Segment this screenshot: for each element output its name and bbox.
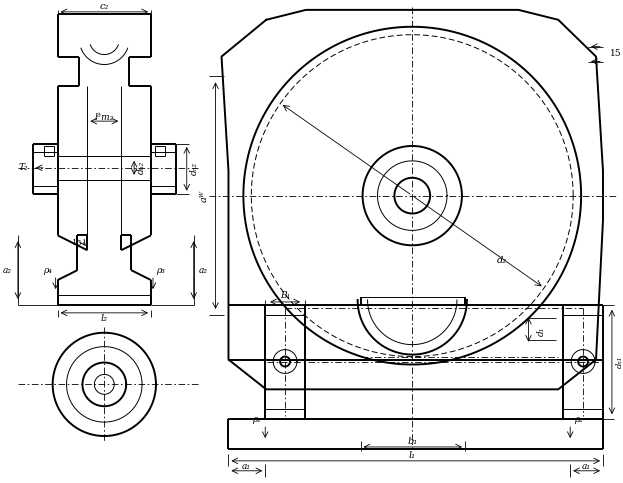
Text: a₂: a₂ [199,266,207,275]
Text: ρ₁: ρ₁ [252,414,261,424]
Text: dₕ₂: dₕ₂ [136,161,146,174]
Text: a₂: a₂ [3,266,12,275]
Text: ρ₂: ρ₂ [574,414,583,424]
Text: 15: 15 [72,239,82,247]
Text: b₁: b₁ [407,438,417,446]
Text: l₂: l₂ [101,314,108,323]
Text: d₂: d₂ [497,256,506,265]
Text: ρ₄: ρ₄ [43,266,52,275]
Text: dₙ₂: dₙ₂ [190,162,199,175]
Text: aᵂ: aᵂ [199,189,209,202]
Text: lᶞm₂: lᶞm₂ [95,113,114,122]
Text: d₁: d₁ [537,327,546,337]
Text: 15: 15 [610,49,622,58]
Text: dₙ₁: dₙ₁ [616,355,623,368]
Text: ρ₃: ρ₃ [156,266,165,275]
Text: l₁: l₁ [409,452,416,460]
Text: T₂: T₂ [18,163,28,172]
Text: a₁: a₁ [242,462,251,471]
Text: a₁: a₁ [582,462,591,471]
Text: c₂: c₂ [100,2,109,12]
Text: B₁: B₁ [280,291,290,300]
